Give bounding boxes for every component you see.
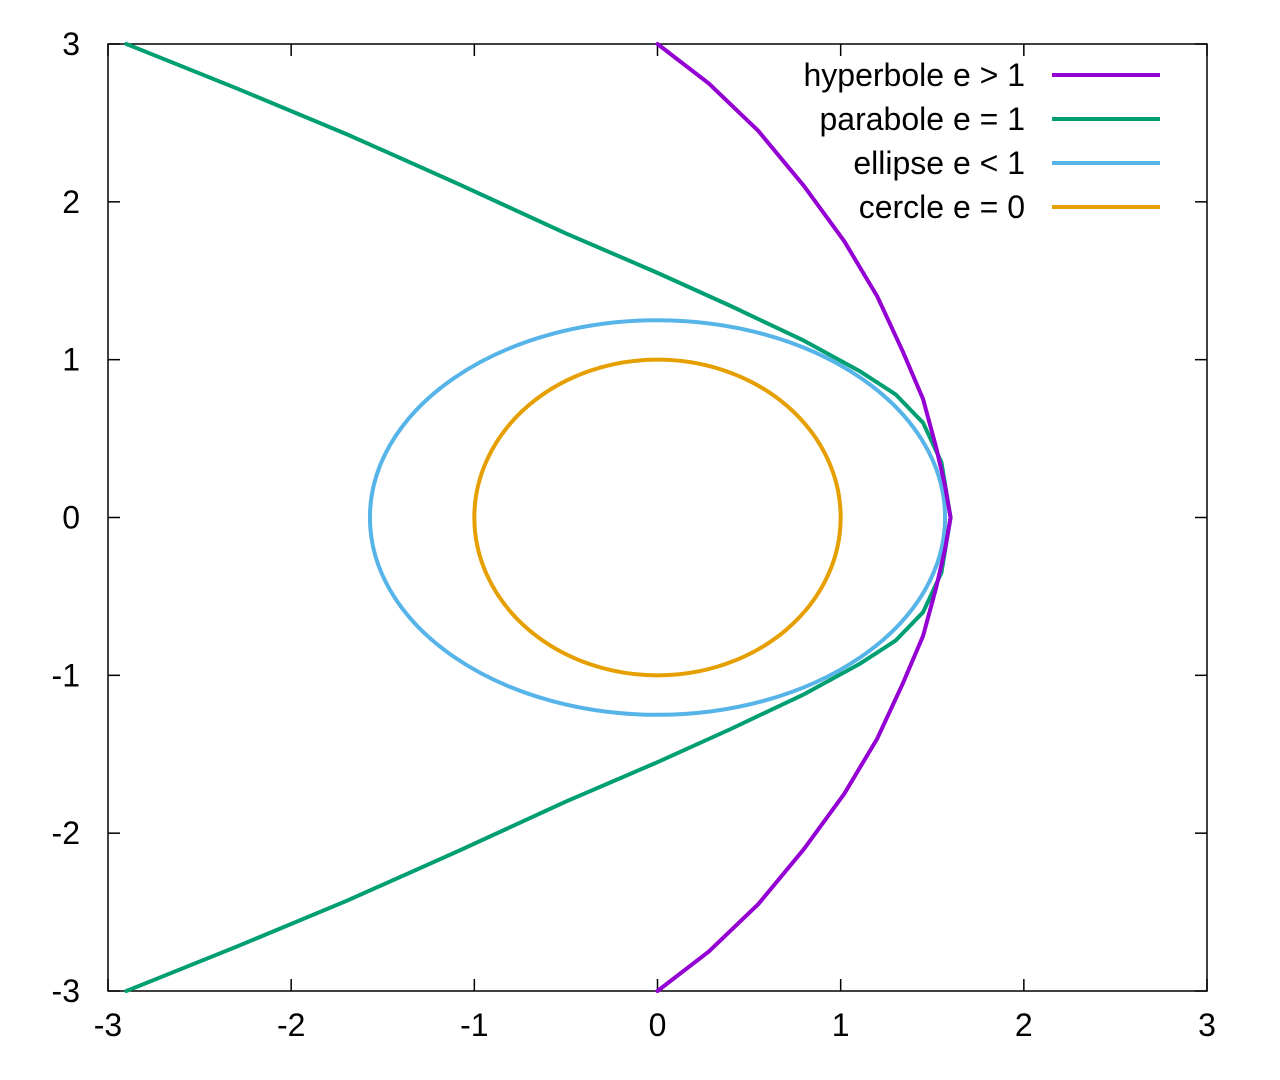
x-tick-label: 2 bbox=[1015, 1007, 1033, 1043]
legend-label: ellipse e < 1 bbox=[853, 145, 1025, 181]
y-tick-label: -3 bbox=[52, 973, 80, 1009]
legend-label: hyperbole e > 1 bbox=[804, 57, 1026, 93]
x-tick-label: 3 bbox=[1198, 1007, 1216, 1043]
y-tick-label: -1 bbox=[52, 657, 80, 693]
x-tick-label: -3 bbox=[94, 1007, 122, 1043]
plot-frame bbox=[107, 43, 1208, 992]
y-tick-label: -2 bbox=[52, 815, 80, 851]
y-tick-label: 3 bbox=[62, 26, 80, 62]
series-line-0 bbox=[655, 42, 953, 993]
x-tick-label: 0 bbox=[649, 1007, 667, 1043]
legend-label: cercle e = 0 bbox=[859, 189, 1025, 225]
x-tick-label: 1 bbox=[832, 1007, 850, 1043]
y-tick-label: 0 bbox=[62, 500, 80, 536]
legend-label: parabole e = 1 bbox=[820, 101, 1026, 137]
legend: hyperbole e > 1 parabole e = 1 ellipse e <… bbox=[804, 57, 1160, 225]
x-tick-label: -1 bbox=[460, 1007, 488, 1043]
x-tick-label: -2 bbox=[277, 1007, 305, 1043]
plot-curves bbox=[124, 42, 953, 993]
axis-ticks: -3 -2 -1 0 1 2 3 3 2 1 0 -1 -2 -3 bbox=[52, 26, 1216, 1043]
series-line-3 bbox=[472, 357, 843, 678]
y-tick-label: 2 bbox=[62, 184, 80, 220]
y-tick-label: 1 bbox=[62, 342, 80, 378]
series-line-2 bbox=[367, 318, 948, 717]
series-line-1 bbox=[124, 42, 953, 993]
